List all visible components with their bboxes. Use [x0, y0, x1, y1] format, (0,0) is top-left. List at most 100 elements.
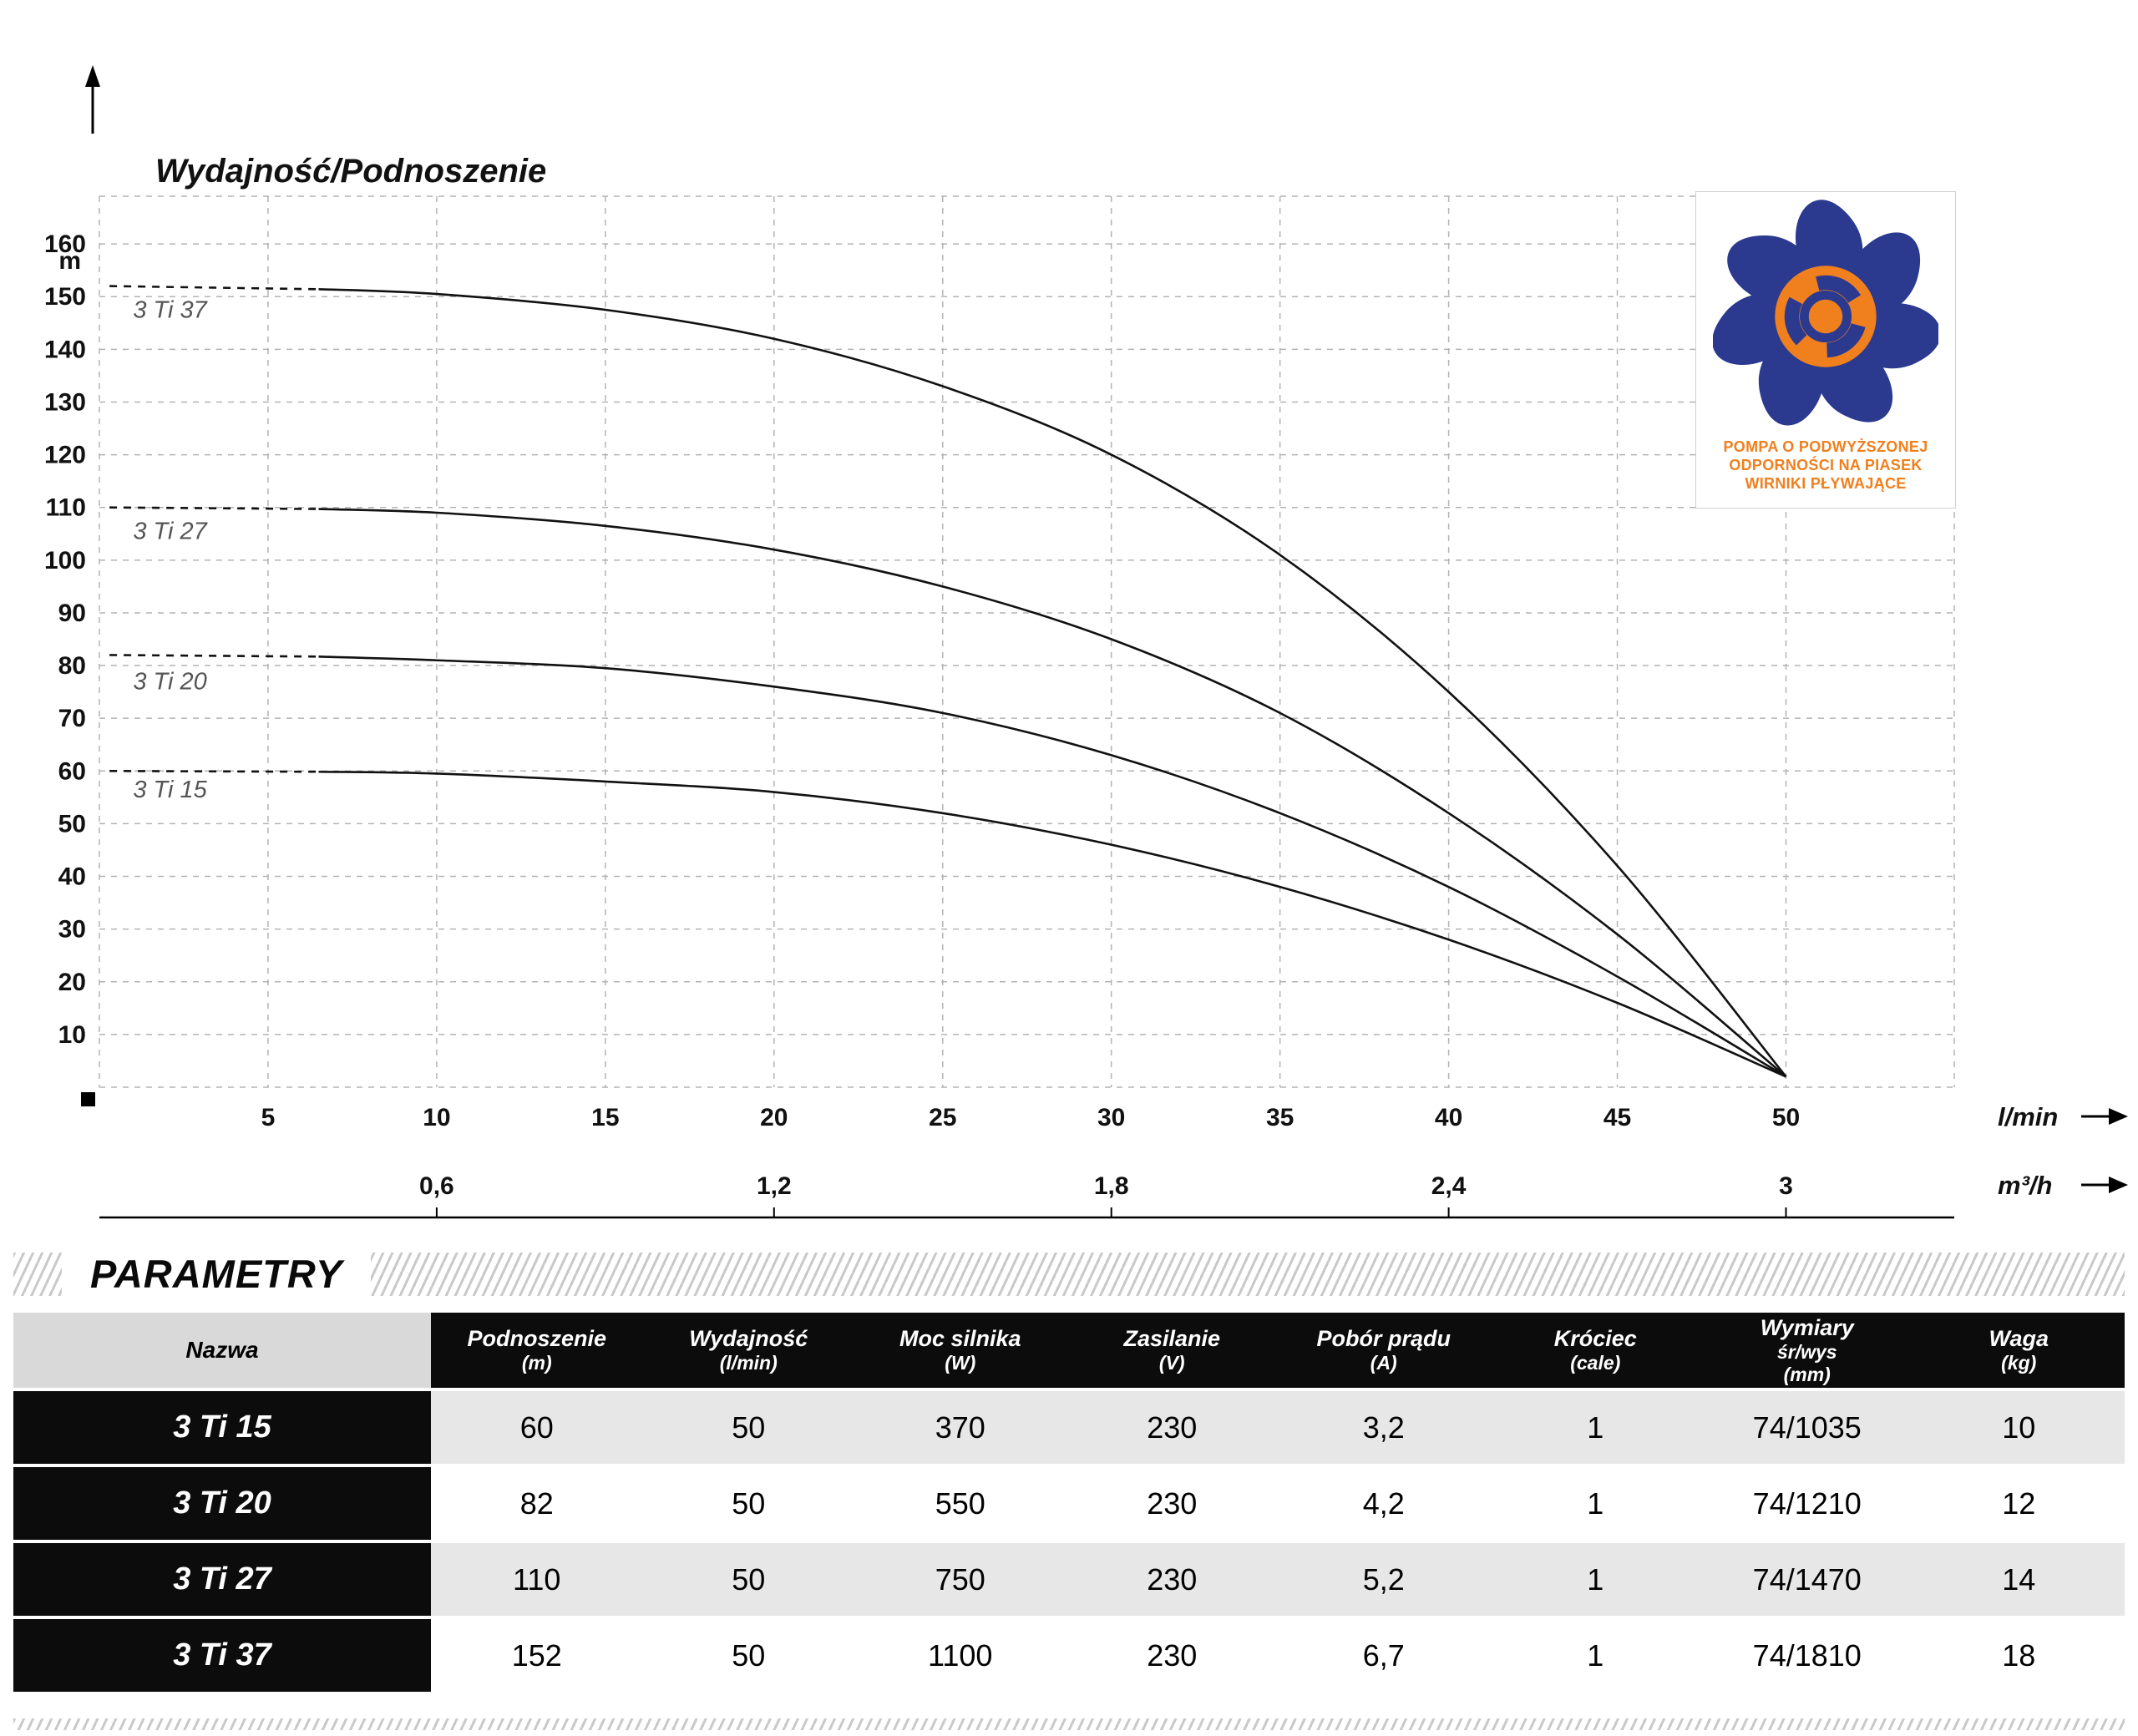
header-line: (mm): [1783, 1363, 1831, 1385]
column-header: Wymiary śr/wys (mm): [1701, 1313, 1913, 1388]
column-header: Wydajność (l/min): [642, 1313, 854, 1388]
badge-caption: POMPA O PODWYŻSZONEJ ODPORNOŚCI NA PIASE…: [1696, 438, 1955, 493]
sand-resistance-badge: POMPA O PODWYŻSZONEJ ODPORNOŚCI NA PIASE…: [1695, 191, 1956, 509]
column-header: Podnoszenie (m): [431, 1313, 643, 1388]
x-tick-label: 50: [1772, 1104, 1800, 1131]
axis-arrowhead-icon: [2109, 1108, 2128, 1125]
header-line: Wymiary: [1760, 1315, 1854, 1341]
x-tick-label: 25: [929, 1104, 956, 1131]
x-tick-label: 40: [1435, 1104, 1462, 1131]
x2-tick-label: 3: [1779, 1172, 1793, 1200]
y-tick-label: 130: [44, 388, 86, 416]
x-tick-label: 30: [1097, 1104, 1125, 1131]
parameters-heading-box: PARAMETRY: [62, 1252, 372, 1296]
curve-label: 3 Ti 15: [133, 777, 207, 803]
header-line: Zasilanie: [1123, 1326, 1221, 1352]
y-tick-label: 10: [58, 1021, 86, 1049]
table-cell: 230: [1147, 1561, 1198, 1597]
header-line: Pobór prądu: [1316, 1326, 1452, 1352]
y-tick-label: 40: [58, 863, 86, 891]
impeller-center-icon: [1814, 305, 1837, 328]
x2-tick-label: 1,8: [1094, 1172, 1129, 1200]
table-cell: 110: [513, 1561, 561, 1597]
x-tick-label: 5: [261, 1104, 276, 1131]
table-cell: 1: [1587, 1410, 1604, 1445]
curve-3-ti-27: [318, 508, 1787, 1078]
curve-3-ti-37: [318, 288, 1787, 1078]
table-cell: 50: [732, 1637, 766, 1673]
table-cell: 50: [732, 1561, 766, 1597]
y-tick-label: 60: [58, 757, 86, 785]
y-tick-label: 20: [58, 969, 86, 996]
table-cell: 1: [1587, 1637, 1604, 1673]
badge-caption-line: POMPA O PODWYŻSZONEJ: [1723, 438, 1928, 455]
table-cell: 230: [1147, 1485, 1198, 1521]
x-tick-label: 35: [1266, 1104, 1294, 1131]
x2-tick-label: 1,2: [757, 1172, 792, 1200]
x2-tick-label: 2,4: [1431, 1172, 1467, 1200]
y-tick-label: 90: [58, 600, 86, 627]
header-line: Króciec: [1553, 1326, 1637, 1352]
row-name: 3 Ti 37: [13, 1619, 431, 1692]
table-cell: 3,2: [1362, 1410, 1405, 1445]
table-cell: 50: [732, 1410, 766, 1445]
curve-3-ti-15: [318, 770, 1787, 1078]
table-cell: 12: [2002, 1485, 2036, 1521]
header-line: (kg): [2001, 1352, 2037, 1374]
x-tick-label: 20: [760, 1104, 788, 1131]
column-header: Waga (kg): [1913, 1313, 2125, 1388]
curve-dashed-start: [109, 769, 319, 773]
y-tick-label: 110: [46, 494, 86, 522]
y-tick-label: 140: [44, 336, 86, 363]
header-line: (cale): [1570, 1352, 1621, 1374]
parameters-heading: PARAMETRY: [90, 1252, 343, 1296]
y-axis-unit: m: [58, 247, 81, 275]
table-cell: 750: [935, 1561, 985, 1597]
table-cell: 74/1210: [1752, 1485, 1862, 1521]
table-cell: 1100: [928, 1637, 993, 1673]
table-cell: 74/1470: [1752, 1561, 1862, 1597]
parameters-strip: PARAMETRY: [13, 1253, 2125, 1296]
table-row: 3 Ti 15 60 50 370 230 3,2 1 74/1035 10: [13, 1391, 2125, 1464]
header-line: śr/wys: [1776, 1341, 1837, 1364]
table-cell: 370: [935, 1410, 985, 1445]
parameters-table: Nazwa Podnoszenie (m) Wydajność (l/min) Moc s…: [13, 1313, 2125, 1695]
header-line: Moc silnika: [899, 1326, 1021, 1352]
header-line: Wydajność: [689, 1326, 808, 1352]
pump-impeller-logo-icon: [1713, 200, 1938, 426]
table-row: 3 Ti 37 152 50 1100 230 6,7 1 74/1810 18: [13, 1619, 2125, 1692]
table-cell: 230: [1147, 1410, 1198, 1445]
table-header-row: Nazwa Podnoszenie (m) Wydajność (l/min) Moc s…: [13, 1313, 2125, 1388]
y-tick-label: 100: [44, 547, 86, 574]
y-tick-label: 30: [58, 916, 86, 944]
badge-caption-line: WIRNIKI PŁYWAJĄCE: [1745, 475, 1907, 492]
x-tick-label: 10: [423, 1104, 450, 1131]
column-header: Moc silnika (W): [854, 1313, 1066, 1388]
table-cell: 230: [1147, 1637, 1198, 1673]
impeller-ring-icon: [1799, 290, 1852, 343]
header-line: Podnoszenie: [467, 1326, 607, 1352]
x-axis-secondary-label: m³/h: [1998, 1171, 2052, 1200]
curve-dashed-start: [109, 506, 319, 510]
table-cell: 14: [2002, 1561, 2036, 1597]
table-cell: 74/1810: [1752, 1637, 1862, 1673]
column-header: Pobór prądu (A): [1278, 1313, 1490, 1388]
table-cell: 82: [519, 1485, 554, 1521]
table-cell: 1: [1587, 1485, 1604, 1521]
header-line: (W): [945, 1352, 976, 1374]
row-name: 3 Ti 15: [13, 1391, 431, 1464]
table-row: 3 Ti 20 82 50 550 230 4,2 1 74/1210 12: [13, 1467, 2125, 1540]
curve-dashed-start: [109, 654, 319, 658]
table-cell: 60: [519, 1410, 554, 1445]
bottom-decorative-strip: [13, 1718, 2125, 1730]
header-line: Nazwa: [185, 1337, 259, 1363]
column-header: Króciec (cale): [1489, 1313, 1701, 1388]
chart-title: Wydajność/Podnoszenie: [155, 153, 547, 190]
table-cell: 5,2: [1362, 1561, 1405, 1597]
header-line: (l/min): [719, 1352, 778, 1374]
table-cell: 50: [732, 1485, 766, 1521]
column-header: Zasilanie (V): [1066, 1313, 1278, 1388]
table-row: 3 Ti 27 110 50 750 230 5,2 1 74/1470 14: [13, 1543, 2125, 1616]
y-axis-arrowhead-icon: [85, 65, 100, 87]
